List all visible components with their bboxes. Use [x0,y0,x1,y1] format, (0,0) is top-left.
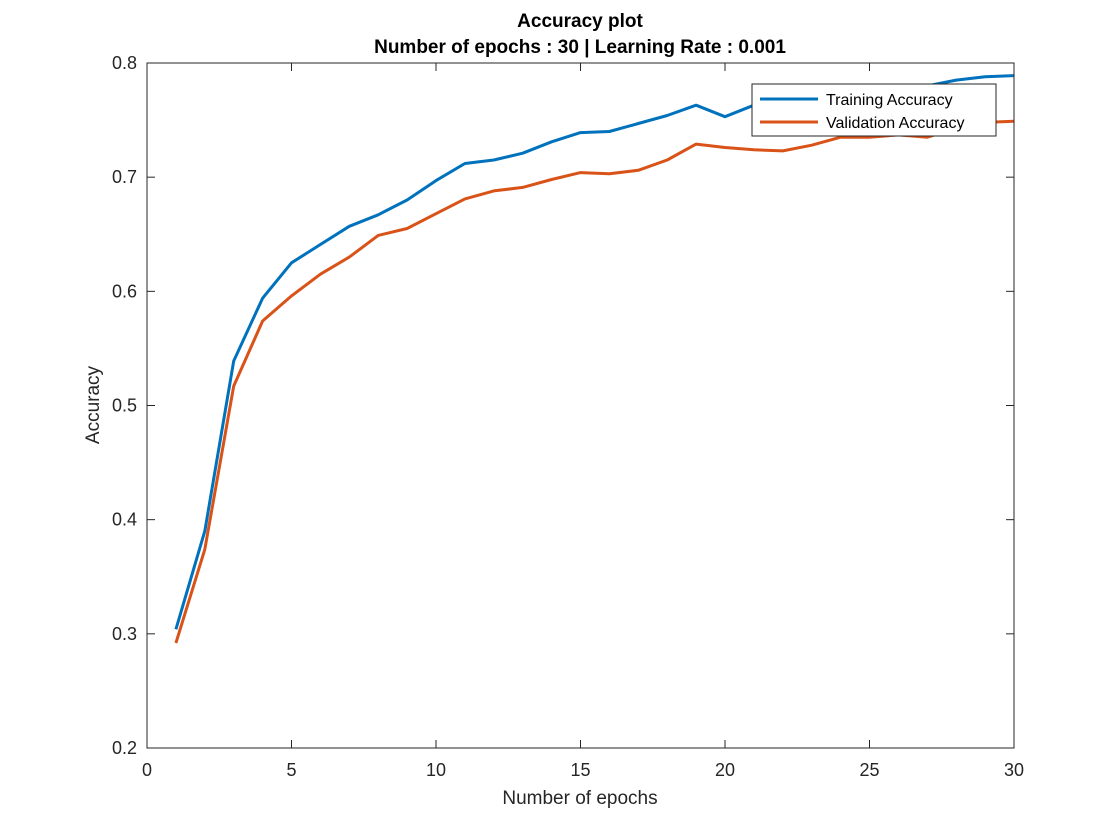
chart-title: Accuracy plot [517,11,643,32]
series-line-2 [174,119,1014,644]
x-tick-label: 0 [142,760,152,780]
x-tick-label: 25 [859,760,879,780]
x-tick-label: 15 [570,760,590,780]
legend[interactable]: Training Accuracy Validation Accuracy [751,83,997,137]
y-tick-label: 0.6 [112,281,137,301]
x-tick-label: 10 [426,760,446,780]
legend-entry-2: Validation Accuracy [826,115,964,132]
series-line-1 [174,74,1014,630]
x-tick-label: 5 [286,760,296,780]
series-layer [174,74,1014,644]
x-tick-label: 20 [715,760,735,780]
ticks-layer: 0 5 10 15 20 25 30 0.2 0.3 0.4 0.5 0.6 0.7 0.8 [112,53,1024,780]
y-tick-label: 0.2 [112,738,137,758]
x-tick-label: 30 [1004,760,1024,780]
y-tick-label: 0.4 [112,510,137,530]
plot-frame [146,62,1015,749]
y-tick-label: 0.3 [112,624,137,644]
y-axis-label: Accuracy [83,365,104,444]
y-tick-label: 0.8 [112,53,137,73]
legend-entry-1: Training Accuracy [826,92,953,109]
y-tick-label: 0.7 [112,167,137,187]
y-tick-label: 0.5 [112,396,137,416]
x-axis-label: Number of epochs [502,788,657,809]
legend-box [751,83,997,137]
chart-subtitle: Number of epochs : 30 | Learning Rate : … [374,37,786,58]
